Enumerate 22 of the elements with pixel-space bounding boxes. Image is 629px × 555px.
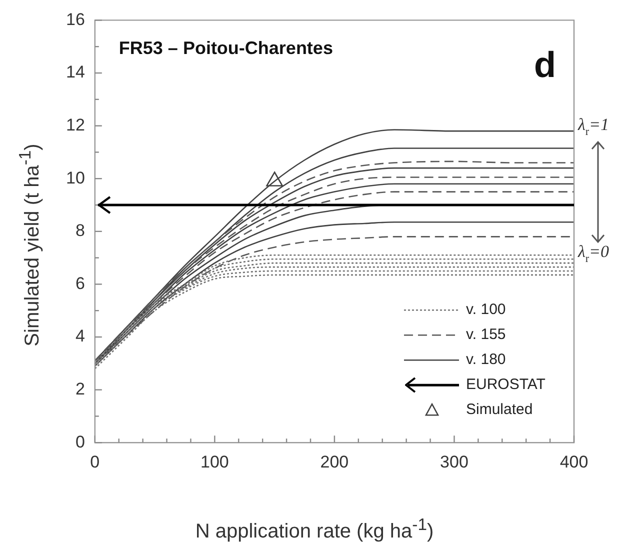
x-tick-label: 400 bbox=[560, 452, 588, 472]
legend-label: Simulated bbox=[466, 401, 533, 418]
legend-label: EUROSTAT bbox=[466, 376, 546, 394]
text: FR53 – Poitou-Charentes bbox=[118, 38, 333, 58]
y-tick-label: 0 bbox=[75, 432, 85, 452]
x-tick-label: 300 bbox=[440, 452, 468, 472]
y-tick-label: 10 bbox=[66, 168, 85, 188]
legend-label: v. 100 bbox=[466, 301, 506, 318]
y-tick-label: 4 bbox=[75, 326, 85, 346]
y-tick-label: 14 bbox=[66, 62, 85, 82]
x-axis-title: N application rate (kg ha$^{-1}$) bbox=[194, 515, 435, 544]
y-tick-label: 16 bbox=[66, 10, 85, 29]
y-tick-label: 6 bbox=[75, 274, 85, 293]
x-tick-label: 100 bbox=[200, 452, 229, 472]
y-tick-label: 12 bbox=[66, 115, 85, 134]
x-tick-label: 200 bbox=[320, 452, 349, 472]
x-tick-label: 0 bbox=[90, 452, 100, 472]
y-tick-label: 2 bbox=[75, 379, 85, 398]
legend-label: v. 155 bbox=[466, 326, 506, 344]
y-tick-label: 8 bbox=[75, 221, 85, 240]
annotation: d bbox=[534, 44, 556, 86]
legend-label: v. 180 bbox=[466, 351, 506, 368]
